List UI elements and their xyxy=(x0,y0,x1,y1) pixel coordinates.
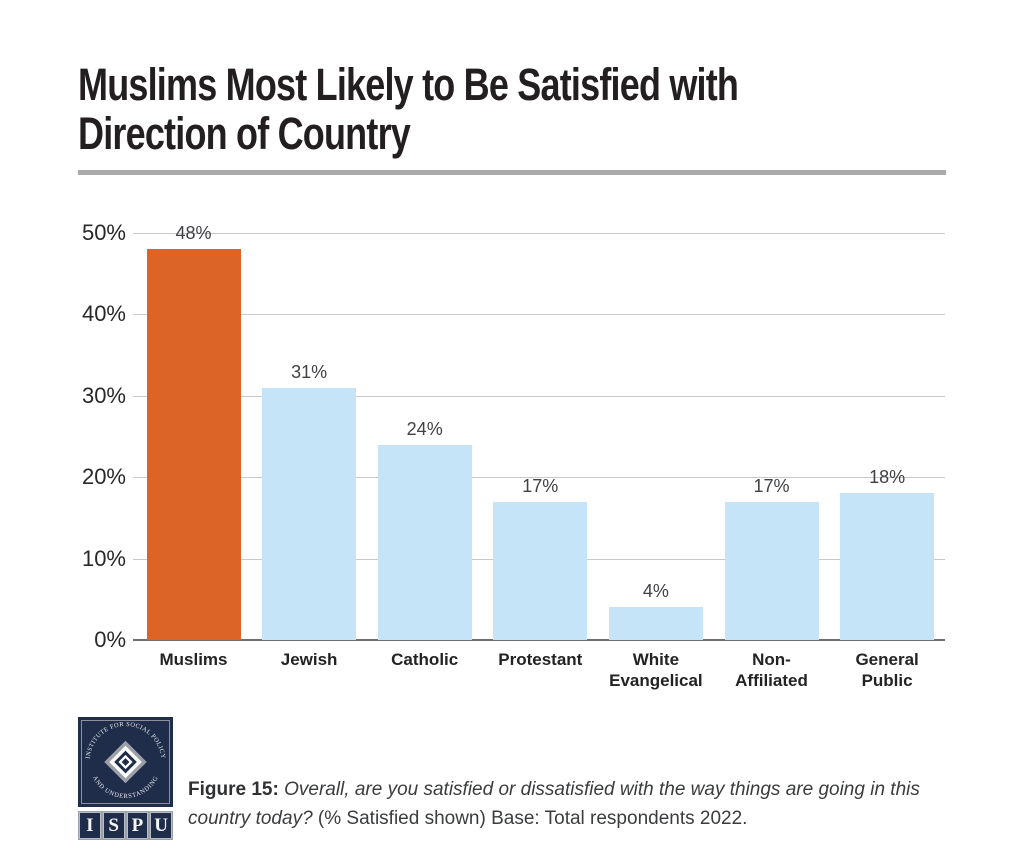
bar-white-evangelical xyxy=(608,607,703,640)
bar-value-label-white-evangelical: 4% xyxy=(642,581,669,602)
bar-non-affiliated xyxy=(724,501,819,640)
y-axis-tick-label: 10% xyxy=(81,545,126,571)
y-axis-tick-label: 30% xyxy=(81,382,126,408)
y-axis-tick-label: 40% xyxy=(81,301,126,327)
y-axis-tick-label: 50% xyxy=(81,220,126,245)
ispu-logo: INSTITUTE FOR SOCIAL POLICY AND UNDERSTA… xyxy=(78,717,173,807)
chart-title: Muslims Most Likely to Be Satisfied with… xyxy=(78,59,739,159)
ispu-letter: U xyxy=(150,812,172,839)
bar-value-label-catholic: 24% xyxy=(406,418,443,439)
bar-value-label-general-public: 18% xyxy=(869,467,906,488)
bar-value-label-muslims: 48% xyxy=(175,223,212,244)
ispu-logo-emblem-icon: INSTITUTE FOR SOCIAL POLICY AND UNDERSTA… xyxy=(78,717,173,807)
x-axis-category-label-white-evangelical: White Evangelical xyxy=(609,650,703,690)
ispu-letter: S xyxy=(102,812,125,839)
plot-area: 48% Muslims 31% Jewish 24% Catholic 17% Protest… xyxy=(133,223,945,690)
y-axis-tick-label: 0% xyxy=(94,627,126,652)
ispu-letter: I xyxy=(79,812,101,839)
x-axis-line xyxy=(133,639,945,641)
gridline-30% xyxy=(133,395,945,397)
y-axis-tick-label: 20% xyxy=(81,464,126,490)
x-axis-category-label-muslims: Muslims xyxy=(159,650,228,669)
figure-label: Figure 15: xyxy=(188,779,279,800)
bar-protestant xyxy=(493,501,588,640)
bar-muslims xyxy=(146,249,241,640)
figure-caption: Figure 15: Overall, are you satisfied or… xyxy=(188,775,956,833)
x-axis-category-label-protestant: Protestant xyxy=(498,650,583,669)
x-axis-category-label-catholic: Catholic xyxy=(391,650,459,669)
gridline-40% xyxy=(133,314,945,316)
x-axis-category-label-general-public: General Public xyxy=(855,650,919,690)
gridline-50% xyxy=(133,233,945,234)
y-axis: 50% 40% 30% 20% 10% 0% xyxy=(56,220,126,652)
bar-general-public xyxy=(840,493,935,640)
bar-value-label-jewish: 31% xyxy=(291,361,328,382)
figure-question: Overall, are you satisfied or dissatisfi… xyxy=(188,779,920,829)
ispu-logo-acronym: I S P U xyxy=(78,811,173,840)
bar-catholic xyxy=(377,444,472,640)
ispu-letter: P xyxy=(126,812,149,839)
gridline-20% xyxy=(133,477,945,479)
bar-jewish xyxy=(262,387,357,640)
bar-value-label-protestant: 17% xyxy=(522,475,559,496)
figure-base-note: (% Satisfied shown) Base: Total responde… xyxy=(317,808,748,829)
title-divider xyxy=(78,170,946,175)
x-axis-category-label-jewish: Jewish xyxy=(280,650,338,669)
x-axis-category-label-non-affiliated: Non- Affiliated xyxy=(735,650,808,690)
bar-value-label-non-affiliated: 17% xyxy=(753,475,790,496)
